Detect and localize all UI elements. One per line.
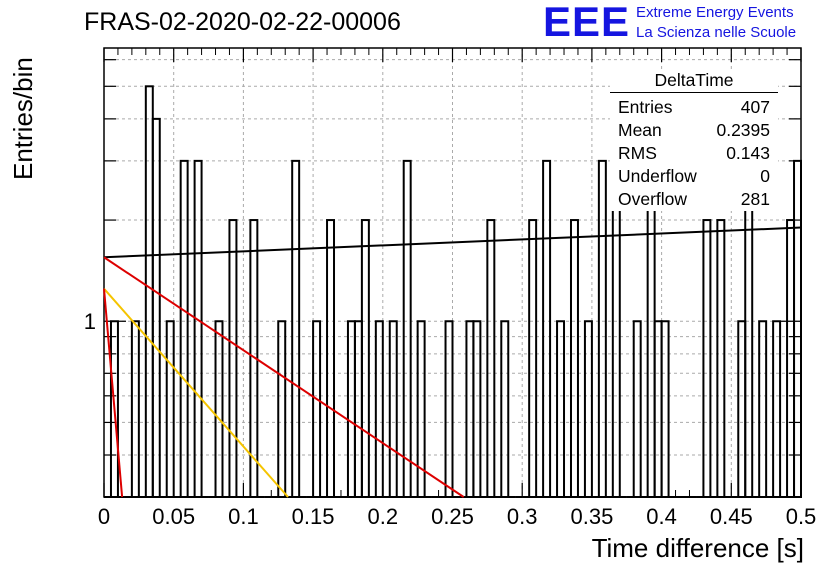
stat-row: Entries 407 [610, 96, 778, 119]
x-tick-label: 0.05 [152, 504, 195, 529]
stat-label: Entries [618, 97, 673, 117]
stat-label: Overflow [618, 189, 688, 209]
fit-line [103, 288, 289, 498]
fit-lines [103, 226, 802, 498]
histogram-bin [597, 159, 607, 498]
histogram-bin [444, 320, 454, 498]
stat-label: Mean [618, 120, 662, 140]
stat-label: RMS [618, 143, 657, 163]
histogram-bin [326, 219, 336, 499]
stat-value: 0.2395 [716, 120, 770, 140]
histogram-bin [772, 320, 782, 498]
x-tick-label: 0.4 [646, 504, 677, 529]
x-tick-label: 0.15 [292, 504, 335, 529]
histogram-bin [374, 320, 384, 498]
stats-box: DeltaTime Entries 407 Mean 0.2395 RMS 0.143 Un… [610, 70, 778, 211]
histogram-bin [151, 117, 161, 498]
stat-value: 0 [760, 166, 770, 186]
x-tick-label: 0.1 [228, 504, 259, 529]
histogram-bin [542, 159, 552, 498]
histogram-bin [660, 320, 670, 498]
histogram-bin [291, 159, 301, 498]
histogram-bin [214, 320, 224, 498]
x-tick-label: 0.35 [570, 504, 613, 529]
stat-row: Mean 0.2395 [610, 119, 778, 142]
stat-label: Underflow [618, 166, 697, 186]
histogram-bin [556, 320, 566, 498]
histogram-bin [528, 219, 538, 499]
histogram-bin [193, 159, 203, 498]
fit-line [103, 288, 124, 498]
histogram-bin [130, 320, 140, 498]
stat-value: 407 [740, 97, 770, 117]
histogram-bin [179, 159, 189, 498]
x-tick-label: 0.3 [507, 504, 538, 529]
x-tick-label: 0.5 [786, 504, 817, 529]
stat-row: Overflow 281 [610, 188, 778, 211]
stat-value: 0.143 [726, 143, 770, 163]
histogram-bin [758, 320, 768, 498]
histogram-bars [104, 85, 803, 499]
histogram-bin [277, 320, 287, 498]
histogram-bin [500, 320, 510, 498]
histogram-bin [793, 159, 803, 498]
y-tick-label: 1 [84, 309, 96, 334]
y-axis-label-text: Entries/bin [8, 57, 38, 180]
y-axis-label: Entries/bin [8, 57, 39, 180]
x-axis-label: Time difference [s] [591, 533, 804, 563]
histogram-bin [569, 219, 579, 499]
x-tick-label: 0.2 [368, 504, 399, 529]
logo-line-2: La Scienza nelle Scuole [636, 24, 797, 41]
histogram-bin [312, 320, 322, 498]
histogram-bin [702, 219, 712, 499]
histogram-bin [109, 320, 119, 498]
histogram-bin [472, 320, 482, 498]
histogram-bin [632, 320, 642, 498]
stat-value: 281 [740, 189, 770, 209]
eee-logo: EEE [543, 0, 631, 45]
stats-rows: Entries 407 Mean 0.2395 RMS 0.143 Underflow 0 Ov… [610, 96, 778, 211]
fit-line [103, 256, 465, 498]
histogram-title: FRAS-02-2020-02-22-00006 [84, 8, 401, 36]
stats-title: DeltaTime [610, 70, 778, 93]
x-tick-labels: 0 0.05 0.1 0.15 0.2 0.25 0.3 0.35 0.4 0.45 0.5 [98, 504, 816, 529]
histogram-bin [388, 320, 398, 498]
histogram-bin [583, 320, 593, 498]
stat-row: RMS 0.143 [610, 142, 778, 165]
histogram-bin [228, 219, 238, 499]
histogram-bin [360, 219, 370, 499]
x-tick-label: 0.25 [431, 504, 474, 529]
stat-row: Underflow 0 [610, 165, 778, 188]
histogram-bin [416, 320, 426, 498]
histogram-bin [402, 159, 412, 498]
histogram-bin [165, 320, 175, 498]
x-tick-label: 0.45 [710, 504, 753, 529]
y-tick-labels: 1 [84, 309, 96, 334]
histogram-bin [716, 219, 726, 499]
histogram-bin [486, 219, 496, 499]
x-tick-label: 0 [98, 504, 110, 529]
fit-line [103, 226, 802, 259]
logo-line-1: Extreme Energy Events [636, 4, 794, 21]
